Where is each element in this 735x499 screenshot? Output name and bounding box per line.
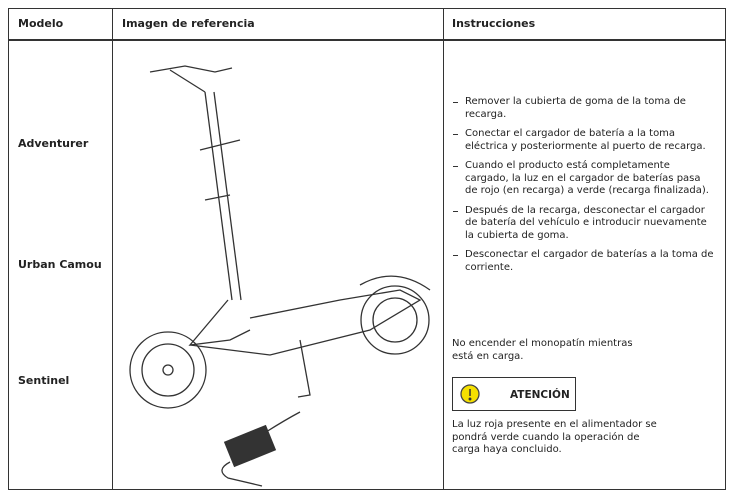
bullet [453, 102, 458, 103]
stem [199, 91, 242, 301]
fender [359, 275, 431, 291]
front-wheel [162, 364, 174, 376]
header-cell: Instrucciones [452, 17, 536, 30]
column-divider [112, 8, 113, 490]
step-text: Remover la cubierta de goma de la toma d… [465, 96, 686, 120]
front-wheel [129, 331, 207, 409]
instruction-list: Remover la cubierta de goma de la toma d… [452, 96, 714, 281]
instruction-step: Remover la cubierta de goma de la toma d… [452, 96, 714, 121]
charger-cable [221, 411, 301, 487]
header-divider [8, 39, 726, 41]
warning-box [452, 377, 576, 411]
table-border [8, 8, 726, 490]
model-name: Urban Camou [18, 258, 102, 271]
handlebar [149, 65, 233, 93]
instruction-step: Después de la recarga, desconectar el ca… [452, 205, 714, 243]
warning-label: ATENCIÓN [510, 389, 570, 401]
charger [223, 424, 277, 468]
bullet [453, 166, 458, 167]
step-text: Conectar el cargador de batería a la tom… [465, 128, 706, 152]
step-text: Después de la recarga, desconectar el ca… [465, 204, 707, 241]
rear-wheel [360, 285, 430, 355]
warning-icon [468, 397, 472, 401]
kickstand [297, 339, 311, 398]
instruction-step: Desconectar el cargador de baterías a la… [452, 249, 714, 274]
header-cell: Modelo [18, 17, 64, 30]
step-text: Cuando el producto está completamente ca… [465, 160, 709, 196]
bullet [453, 134, 458, 135]
deck [188, 289, 422, 356]
step-text: Desconectar el cargador de baterías a la… [465, 249, 714, 273]
rear-wheel [372, 297, 418, 343]
instruction-step: Conectar el cargador de batería a la tom… [452, 128, 714, 153]
model-name: Sentinel [18, 374, 70, 387]
warning-text: La luz roja presente en el alimentador s… [452, 419, 657, 455]
model-name: Adventurer [18, 137, 89, 150]
header-cell: Imagen de referencia [122, 17, 255, 30]
instruction-step: Cuando el producto está completamente ca… [452, 160, 714, 198]
column-divider [443, 8, 444, 490]
front-wheel [141, 343, 195, 397]
bullet [453, 255, 458, 256]
bullet [453, 210, 458, 212]
note: No encender el monopatín mientras está e… [452, 338, 633, 362]
